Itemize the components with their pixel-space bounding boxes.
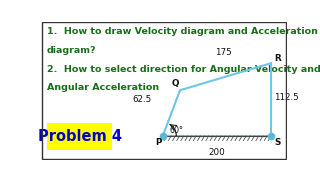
Text: S: S: [274, 138, 281, 147]
Text: 200: 200: [208, 148, 225, 157]
Text: P: P: [156, 138, 162, 147]
Text: Problem 4: Problem 4: [38, 129, 122, 144]
Text: 2.  How to select direction for Angular Velocity and: 2. How to select direction for Angular V…: [47, 65, 320, 74]
Text: 175: 175: [215, 48, 231, 57]
Text: 60°: 60°: [170, 126, 184, 135]
Text: 1.  How to draw Velocity diagram and Acceleration: 1. How to draw Velocity diagram and Acce…: [47, 27, 318, 36]
Text: 112.5: 112.5: [274, 93, 299, 102]
Text: R: R: [274, 54, 281, 63]
Bar: [47, 123, 112, 150]
Text: diagram?: diagram?: [47, 46, 96, 55]
Text: Angular Acceleration: Angular Acceleration: [47, 83, 159, 92]
Text: Q: Q: [172, 79, 179, 88]
Text: 62.5: 62.5: [132, 95, 151, 104]
